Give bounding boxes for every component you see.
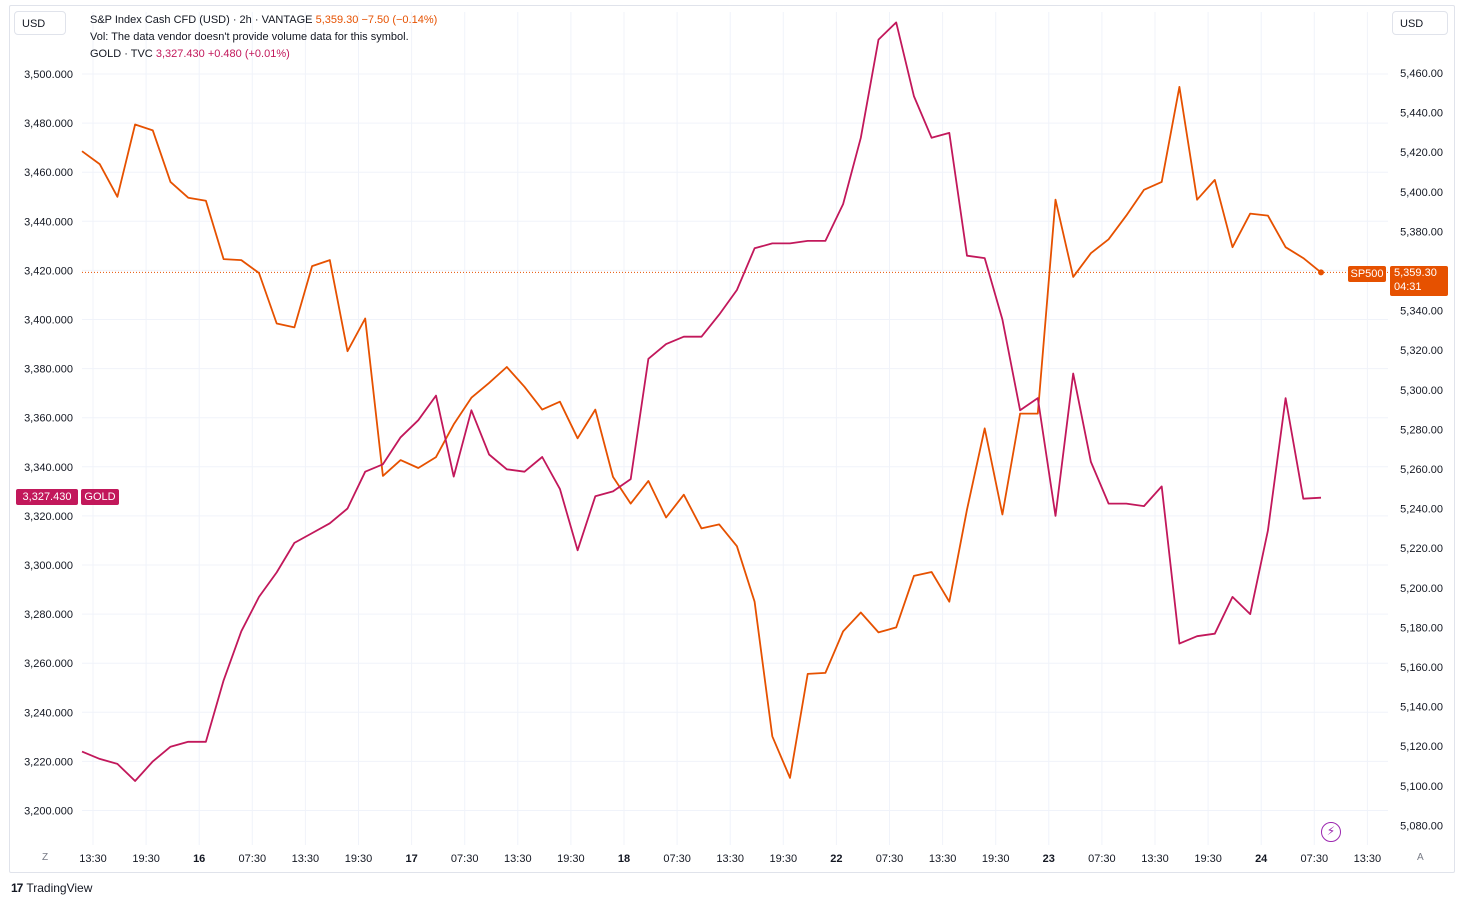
legend-volume-note: Vol: The data vendor doesn't provide vol… (90, 31, 409, 43)
right-axis-tick-label: 5,240.00 (1400, 504, 1443, 516)
left-axis-tick-label: 3,260.000 (24, 658, 73, 670)
left-axis-tick-label: 3,400.000 (24, 315, 73, 327)
time-axis-tick-label: 19:30 (557, 853, 585, 865)
right-axis-tick-label: 5,300.00 (1400, 385, 1443, 397)
right-axis-tick-label: 5,180.00 (1400, 622, 1443, 634)
right-axis-tick-label: 5,100.00 (1400, 781, 1443, 793)
sp500-last-point (1318, 269, 1324, 276)
left-axis-tick-label: 3,460.000 (24, 167, 73, 179)
sp500-symbol-tag: SP500 (1348, 266, 1386, 282)
time-axis-tick-label: 13:30 (504, 853, 532, 865)
legend-sp500-values: 5,359.30 −7.50 (−0.14%) (315, 14, 438, 26)
right-axis-tick-label: 5,160.00 (1400, 662, 1443, 674)
time-axis-tick-label: 19:30 (982, 853, 1010, 865)
left-axis-tick-label: 3,320.000 (24, 511, 73, 523)
gold-symbol-tag: GOLD (81, 489, 119, 505)
time-axis-tick-label: 13:30 (292, 853, 320, 865)
right-axis-tick-label: 5,380.00 (1400, 226, 1443, 238)
time-axis-tick-label: 19:30 (770, 853, 798, 865)
time-axis-tick-label: 22 (830, 853, 842, 865)
time-axis-tick-label: 07:30 (1301, 853, 1329, 865)
right-axis-tick-label: 5,400.00 (1400, 187, 1443, 199)
left-axis-tick-label: 3,300.000 (24, 560, 73, 572)
time-axis-tick-label: 19:30 (345, 853, 373, 865)
tradingview-brand: TradingView (26, 881, 93, 895)
time-axis-tick-label: 07:30 (451, 853, 479, 865)
time-axis-tick-label: 13:30 (79, 853, 107, 865)
time-axis-tick-label: 16 (193, 853, 205, 865)
time-axis-tick-label: 13:30 (1141, 853, 1169, 865)
grid (82, 12, 1388, 845)
legend-gold[interactable]: GOLD · TVC 3,327.430 +0.480 (+0.01%) (90, 48, 290, 60)
lightning-icon[interactable]: ⚡ (1321, 822, 1341, 842)
left-axis-tick-label: 3,420.000 (24, 265, 73, 277)
legend-sp500-title: S&P Index Cash CFD (USD) · 2h · VANTAGE (90, 14, 313, 26)
right-axis-tick-label: 5,280.00 (1400, 424, 1443, 436)
left-axis-tick-label: 3,220.000 (24, 756, 73, 768)
left-axis-tick-label: 3,380.000 (24, 364, 73, 376)
time-axis-tick-label: 13:30 (716, 853, 744, 865)
zoom-toggle[interactable]: Z (42, 852, 49, 863)
time-axis-tick-label: 23 (1043, 853, 1055, 865)
time-axis-tick-label: 13:30 (1354, 853, 1382, 865)
time-axis-tick-label: 07:30 (876, 853, 904, 865)
sp500-bar-countdown: 04:31 (1394, 281, 1422, 293)
time-axis-tick-label: 19:30 (1194, 853, 1222, 865)
tradingview-logo[interactable]: 17 TradingView (11, 881, 92, 895)
left-axis-tick-label: 3,340.000 (24, 462, 73, 474)
left-axis-tick-label: 3,440.000 (24, 216, 73, 228)
chart-frame (9, 5, 1455, 873)
right-price-axis[interactable]: 5,460.00 5,440.00 5,420.00 5,400.00 5,380.00… (1400, 68, 1443, 832)
time-axis-tick-label: 07:30 (1088, 853, 1116, 865)
left-price-axis[interactable]: 3,500.000 3,480.000 3,460.000 3,440.000 3,42… (24, 69, 73, 818)
time-axis-tick-label: 07:30 (239, 853, 267, 865)
sp500-price-value: 5,359.30 (1394, 267, 1437, 279)
series-layer (81, 21, 1324, 782)
time-axis-tick-label: 18 (618, 853, 630, 865)
sp500-price-tag: 5,359.30 04:31 (1390, 266, 1448, 296)
time-axis-tick-label: 19:30 (132, 853, 160, 865)
right-axis-tick-label: 5,440.00 (1400, 108, 1443, 120)
currency-selector-right[interactable]: USD (1392, 11, 1448, 35)
right-axis-tick-label: 5,260.00 (1400, 464, 1443, 476)
left-axis-tick-label: 3,240.000 (24, 707, 73, 719)
time-axis-tick-label: 13:30 (929, 853, 957, 865)
left-axis-tick-label: 3,200.000 (24, 806, 73, 818)
series-line-sp500[interactable] (81, 86, 1322, 779)
auto-scale-toggle[interactable]: A (1417, 852, 1424, 863)
left-axis-tick-label: 3,480.000 (24, 118, 73, 130)
time-axis-tick-label: 17 (405, 853, 417, 865)
right-axis-tick-label: 5,120.00 (1400, 741, 1443, 753)
right-axis-tick-label: 5,140.00 (1400, 702, 1443, 714)
left-axis-tick-label: 3,500.000 (24, 69, 73, 81)
left-axis-tick-label: 3,360.000 (24, 413, 73, 425)
right-axis-tick-label: 5,080.00 (1400, 820, 1443, 832)
right-axis-tick-label: 5,420.00 (1400, 147, 1443, 159)
legend-gold-values: 3,327.430 +0.480 (+0.01%) (155, 48, 290, 60)
time-axis-tick-label: 07:30 (663, 853, 691, 865)
legend-gold-title: GOLD · TVC (90, 48, 153, 60)
right-axis-tick-label: 5,340.00 (1400, 306, 1443, 318)
currency-selector-left[interactable]: USD (14, 11, 66, 35)
right-axis-tick-label: 5,200.00 (1400, 583, 1443, 595)
right-axis-tick-label: 5,220.00 (1400, 543, 1443, 555)
gold-price-tag: 3,327.430 (16, 489, 78, 505)
tv-logo-icon: 17 (11, 881, 23, 895)
time-axis-tick-label: 24 (1255, 853, 1268, 865)
series-line-gold[interactable] (81, 21, 1322, 782)
right-axis-tick-label: 5,460.00 (1400, 68, 1443, 80)
legend-sp500[interactable]: S&P Index Cash CFD (USD) · 2h · VANTAGE … (90, 14, 437, 26)
time-axis[interactable]: 13:30 19:30 16 07:30 13:30 19:30 17 07:30 13:30 1… (79, 853, 1381, 865)
right-axis-tick-label: 5,320.00 (1400, 345, 1443, 357)
left-axis-tick-label: 3,280.000 (24, 609, 73, 621)
